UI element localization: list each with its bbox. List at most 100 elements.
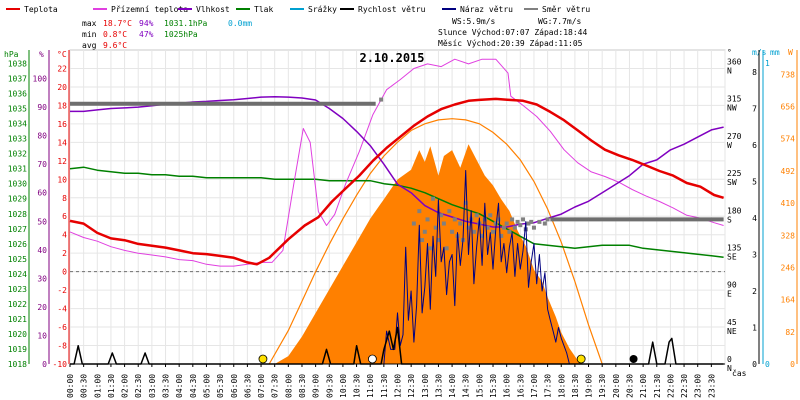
x-tick-label: 08:30 (298, 374, 307, 398)
x-tick-label: 16:30 (516, 374, 525, 398)
axis-label-pct: % (39, 50, 44, 59)
tick-hpa: 1029 (8, 195, 27, 204)
tick-ms: 7 (752, 104, 757, 113)
tick-pct: 20 (37, 303, 47, 312)
x-tick-label: 11:00 (366, 374, 375, 398)
legend-label: Srážky (308, 5, 337, 14)
axis-label-w: W (788, 48, 793, 57)
sunrise-icon (258, 354, 268, 364)
tick-pct: 10 (37, 331, 47, 340)
stats-ws: WS:5.9m/s (452, 17, 496, 26)
x-tick-label: 20:00 (612, 374, 621, 398)
tick-dir: W (727, 141, 732, 150)
stats-wg: WG:7.7m/s (538, 17, 582, 26)
wind-dir-point (504, 221, 509, 226)
stats-press: 1031.1hPa (164, 19, 208, 28)
legend-label: Teplota (24, 5, 58, 14)
chart-title: 2.10.2015 (359, 51, 424, 65)
x-tick-label: 06:00 (230, 374, 239, 398)
tick-deg: 225 (727, 169, 742, 178)
tick-c: 16 (57, 120, 67, 129)
sun-moon-markers (258, 354, 638, 364)
wind-dir-point (493, 221, 498, 226)
wind-dir-point (379, 97, 384, 102)
solar-area (274, 144, 584, 364)
tick-w: 738 (781, 70, 796, 79)
stats-moon: Měsíc Východ:20:39 Západ:11:05 (438, 39, 583, 48)
tick-deg: 45 (727, 318, 737, 327)
x-tick-label: 10:30 (353, 374, 362, 398)
tick-c: 22 (57, 64, 67, 73)
x-tick-label: 09:00 (312, 374, 321, 398)
tick-c: 4 (62, 231, 67, 240)
x-tick-label: 23:00 (694, 374, 703, 398)
pressure-line (69, 166, 724, 259)
x-tick-label: 13:30 (434, 374, 443, 398)
x-tick-label: 18:30 (571, 374, 580, 398)
x-tick-label: 12:00 (394, 374, 403, 398)
tick-c: -2 (57, 286, 67, 295)
tick-c: 8 (62, 194, 67, 203)
wind-dir-point (545, 217, 550, 222)
x-tick-label: 02:30 (134, 374, 143, 398)
tick-hpa: 1035 (8, 105, 27, 114)
tick-hpa: 1023 (8, 285, 27, 294)
wind-dir-point (439, 213, 444, 218)
legend-label: Vlhkost (196, 5, 230, 14)
legend-label: Přízemní teplota (111, 5, 188, 14)
wind-dir-point (425, 217, 430, 222)
stats-label: avg (82, 41, 97, 50)
tick-hpa: 1033 (8, 135, 27, 144)
stats-rain: 0.0mm (228, 19, 252, 28)
wind-dir-point (450, 229, 455, 234)
x-tick-label: 15:30 (489, 374, 498, 398)
tick-ms: 2 (752, 287, 757, 296)
tick-dir: E (727, 290, 732, 299)
tick-hpa: 1025 (8, 255, 27, 264)
x-tick-label: 09:30 (325, 374, 334, 398)
wind-dir-point (430, 196, 435, 201)
tick-w: 246 (781, 263, 796, 272)
wind-dir-point (441, 221, 446, 226)
tick-hpa: 1034 (8, 120, 27, 129)
wind-dir-point (501, 225, 506, 230)
wind-dir-point (507, 229, 512, 234)
wind-dir-point (471, 229, 476, 234)
x-tick-label: 04:00 (175, 374, 184, 398)
stats-label: max (82, 19, 97, 28)
stats-hum: 47% (139, 30, 154, 39)
x-tick-label: 01:00 (93, 374, 102, 398)
tick-hpa: 1021 (8, 315, 27, 324)
solar-layer (268, 118, 603, 365)
solar-max-line (268, 118, 603, 365)
tick-deg: 180 (727, 206, 742, 215)
wind-dir-point (447, 209, 452, 214)
wind-dir-point (417, 209, 422, 214)
x-tick-label: 17:00 (530, 374, 539, 398)
wind-dir-point (433, 225, 438, 230)
wind-dir-point (436, 238, 441, 243)
tick-pct: 40 (37, 246, 47, 255)
x-tick-label: 23:30 (707, 374, 716, 398)
x-tick-label: 19:30 (598, 374, 607, 398)
tick-hpa: 1026 (8, 240, 27, 249)
stats-sun: Slunce Východ:07:07 Západ:18:44 (438, 28, 587, 37)
temperature-line (69, 97, 724, 266)
x-tick-label: 13:00 (421, 374, 430, 398)
moonset-icon (367, 354, 377, 364)
legend-label: Tlak (254, 5, 273, 14)
tick-mm: 1 (765, 59, 770, 68)
stats-hum: 94% (139, 19, 154, 28)
wind-dir-point (499, 233, 504, 238)
wind-dir-point (531, 225, 536, 230)
tick-hpa: 1036 (8, 90, 27, 99)
wind-dir-point (537, 219, 542, 224)
x-tick-label: 17:30 (544, 374, 553, 398)
tick-dir: NW (727, 104, 737, 113)
tick-c: 20 (57, 83, 67, 92)
wind-dir-point (420, 238, 425, 243)
x-tick-label: 22:30 (680, 374, 689, 398)
axis-label-mm: mm (770, 48, 780, 57)
tick-c: -4 (57, 305, 67, 314)
legend-label: Směr větru (542, 5, 590, 14)
